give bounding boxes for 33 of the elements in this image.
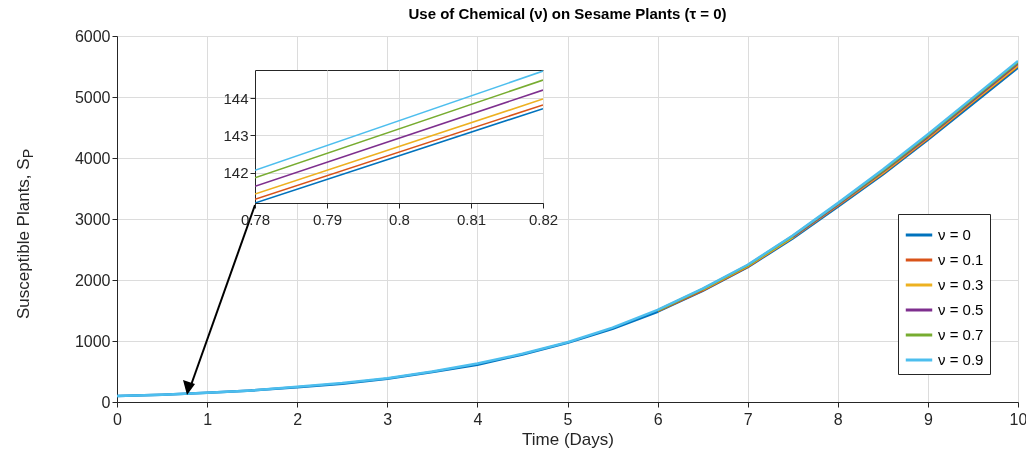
y-tick-label: 0 bbox=[101, 393, 111, 411]
legend-label: ν = 0.3 bbox=[938, 276, 984, 293]
chart-title: Use of Chemical (ν) on Sesame Plants (τ = 0) bbox=[408, 5, 727, 22]
x-axis-title: Time (Days) bbox=[522, 429, 614, 449]
x-tick-label: 4 bbox=[473, 410, 483, 428]
x-tick-label: 6 bbox=[653, 410, 663, 428]
x-tick-label: 0.79 bbox=[312, 210, 343, 228]
legend-label: ν = 0.1 bbox=[938, 251, 984, 268]
x-tick-label: 7 bbox=[743, 410, 753, 428]
y-tick-label: 6000 bbox=[74, 27, 111, 45]
x-tick-label: 0 bbox=[113, 410, 123, 428]
y-tick-label: 4000 bbox=[74, 149, 111, 167]
x-tick-label: 2 bbox=[293, 410, 303, 428]
x-tick-label: 8 bbox=[833, 410, 843, 428]
x-tick-label: 0.8 bbox=[389, 210, 410, 228]
legend-label: ν = 0.5 bbox=[938, 301, 984, 318]
y-tick-label: 5000 bbox=[74, 88, 111, 106]
y-tick-label: 2000 bbox=[74, 271, 111, 289]
y-tick-label: 143 bbox=[223, 126, 249, 144]
x-tick-label: 5 bbox=[563, 410, 573, 428]
y-tick-label: 3000 bbox=[74, 210, 111, 228]
x-tick-label: 9 bbox=[923, 410, 933, 428]
x-tick-label: 0.82 bbox=[528, 210, 559, 228]
legend-label: ν = 0.7 bbox=[938, 326, 984, 343]
y-tick-label: 1000 bbox=[74, 332, 111, 350]
y-tick-label: 142 bbox=[223, 164, 249, 182]
x-tick-label: 1 bbox=[203, 410, 213, 428]
x-tick-label: 3 bbox=[383, 410, 393, 428]
x-tick-label: 0.81 bbox=[456, 210, 487, 228]
legend-label: ν = 0.9 bbox=[938, 351, 984, 368]
y-tick-label: 144 bbox=[223, 89, 249, 107]
x-tick-label: 10 bbox=[1009, 410, 1026, 428]
legend-label: ν = 0 bbox=[938, 226, 971, 243]
